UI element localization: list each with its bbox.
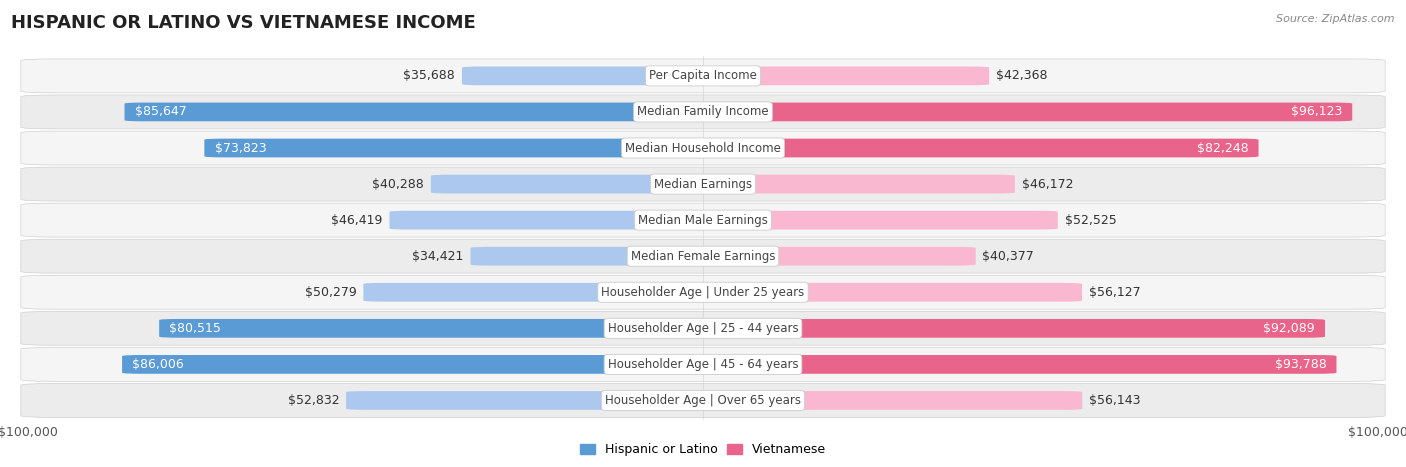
Text: $46,172: $46,172 (1022, 177, 1073, 191)
FancyBboxPatch shape (125, 103, 703, 121)
FancyBboxPatch shape (703, 139, 1258, 157)
Text: $93,788: $93,788 (1275, 358, 1326, 371)
FancyBboxPatch shape (703, 211, 1057, 229)
Text: $42,368: $42,368 (995, 70, 1047, 82)
Text: Median Family Income: Median Family Income (637, 106, 769, 119)
FancyBboxPatch shape (703, 355, 1337, 374)
Text: Median Household Income: Median Household Income (626, 142, 780, 155)
FancyBboxPatch shape (703, 247, 976, 266)
Text: Householder Age | 25 - 44 years: Householder Age | 25 - 44 years (607, 322, 799, 335)
Text: $56,127: $56,127 (1088, 286, 1140, 299)
FancyBboxPatch shape (703, 319, 1324, 338)
FancyBboxPatch shape (703, 391, 1083, 410)
FancyBboxPatch shape (346, 391, 703, 410)
FancyBboxPatch shape (703, 175, 1015, 193)
Text: Per Capita Income: Per Capita Income (650, 70, 756, 82)
FancyBboxPatch shape (21, 95, 1385, 129)
Text: $40,288: $40,288 (373, 177, 425, 191)
FancyBboxPatch shape (363, 283, 703, 302)
FancyBboxPatch shape (159, 319, 703, 338)
Text: Householder Age | Under 25 years: Householder Age | Under 25 years (602, 286, 804, 299)
FancyBboxPatch shape (21, 167, 1385, 201)
Text: $50,279: $50,279 (305, 286, 357, 299)
Text: $82,248: $82,248 (1197, 142, 1249, 155)
FancyBboxPatch shape (122, 355, 703, 374)
Text: $80,515: $80,515 (169, 322, 221, 335)
FancyBboxPatch shape (703, 66, 990, 85)
Text: $46,419: $46,419 (332, 213, 382, 226)
Text: $56,143: $56,143 (1090, 394, 1140, 407)
Text: Source: ZipAtlas.com: Source: ZipAtlas.com (1277, 14, 1395, 24)
Text: HISPANIC OR LATINO VS VIETNAMESE INCOME: HISPANIC OR LATINO VS VIETNAMESE INCOME (11, 14, 477, 32)
Text: Householder Age | 45 - 64 years: Householder Age | 45 - 64 years (607, 358, 799, 371)
FancyBboxPatch shape (21, 203, 1385, 237)
Text: $52,832: $52,832 (288, 394, 339, 407)
FancyBboxPatch shape (21, 383, 1385, 417)
Text: $52,525: $52,525 (1064, 213, 1116, 226)
FancyBboxPatch shape (430, 175, 703, 193)
FancyBboxPatch shape (21, 131, 1385, 165)
Text: $86,006: $86,006 (132, 358, 184, 371)
FancyBboxPatch shape (21, 276, 1385, 309)
Text: $96,123: $96,123 (1291, 106, 1343, 119)
FancyBboxPatch shape (21, 59, 1385, 93)
Text: Householder Age | Over 65 years: Householder Age | Over 65 years (605, 394, 801, 407)
FancyBboxPatch shape (204, 139, 703, 157)
Legend: Hispanic or Latino, Vietnamese: Hispanic or Latino, Vietnamese (575, 439, 831, 461)
FancyBboxPatch shape (703, 103, 1353, 121)
Text: $92,089: $92,089 (1263, 322, 1315, 335)
Text: $73,823: $73,823 (215, 142, 266, 155)
FancyBboxPatch shape (21, 347, 1385, 382)
FancyBboxPatch shape (21, 311, 1385, 345)
Text: $34,421: $34,421 (412, 250, 464, 263)
FancyBboxPatch shape (389, 211, 703, 229)
FancyBboxPatch shape (463, 66, 703, 85)
Text: Median Male Earnings: Median Male Earnings (638, 213, 768, 226)
Text: Median Female Earnings: Median Female Earnings (631, 250, 775, 263)
Text: $85,647: $85,647 (135, 106, 187, 119)
FancyBboxPatch shape (703, 283, 1083, 302)
FancyBboxPatch shape (21, 239, 1385, 273)
Text: Median Earnings: Median Earnings (654, 177, 752, 191)
Text: $35,688: $35,688 (404, 70, 456, 82)
FancyBboxPatch shape (471, 247, 703, 266)
Text: $40,377: $40,377 (983, 250, 1035, 263)
